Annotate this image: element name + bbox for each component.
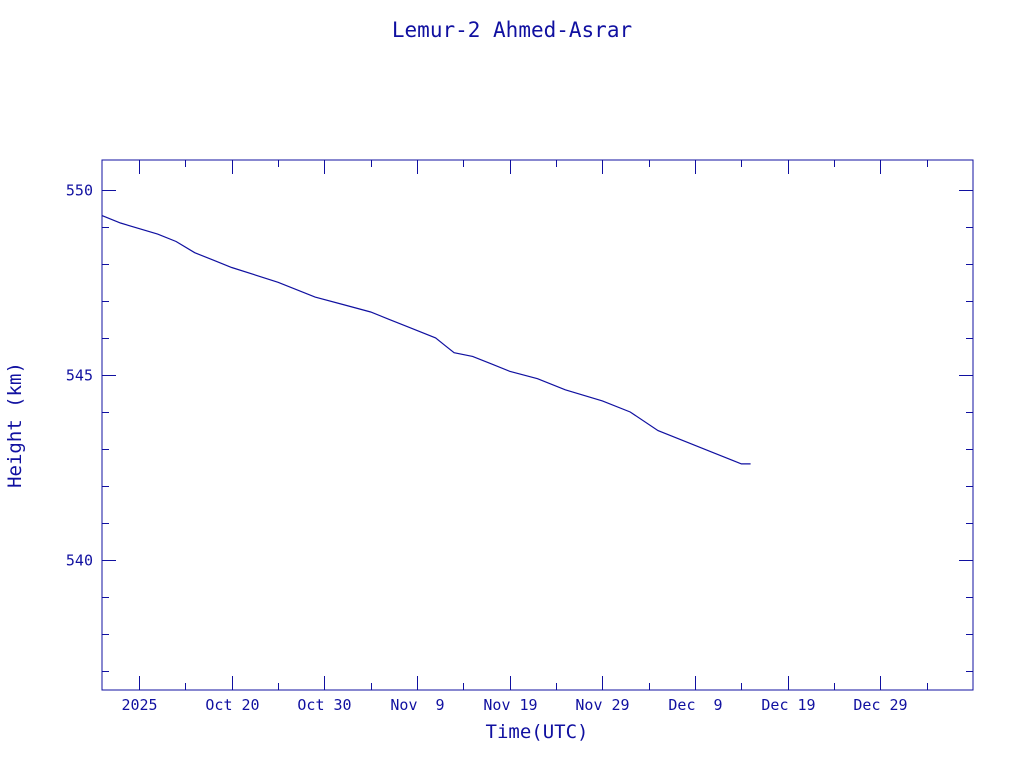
x-axis-label: Time(UTC) bbox=[486, 721, 589, 743]
y-tick-label: 550 bbox=[66, 182, 93, 200]
y-axis-ticks: 540 545 550 bbox=[66, 182, 973, 672]
plot-frame bbox=[101, 159, 974, 691]
x-tick-label: Oct 20 bbox=[205, 696, 259, 714]
height-series-line bbox=[101, 215, 751, 465]
x-tick-label: Oct 30 bbox=[297, 696, 351, 714]
y-tick-label: 540 bbox=[66, 552, 93, 570]
y-tick-label: 545 bbox=[66, 367, 93, 385]
chart-title: Lemur-2 Ahmed-Asrar bbox=[392, 18, 632, 42]
x-tick-label: Nov 19 bbox=[483, 696, 537, 714]
x-tick-label: Dec 19 bbox=[761, 696, 815, 714]
x-axis-ticks: 2025 Oct 20 Oct 30 Nov 9 Nov 19 Nov 29 Dec 9 De… bbox=[121, 160, 928, 714]
x-tick-label: Nov 9 bbox=[390, 696, 444, 714]
x-tick-label: Nov 29 bbox=[575, 696, 629, 714]
x-tick-label: 2025 bbox=[121, 696, 157, 714]
series-layer bbox=[101, 215, 751, 465]
y-axis-label: Height (km) bbox=[4, 362, 26, 488]
x-tick-label: Dec 29 bbox=[853, 696, 907, 714]
x-tick-label: Dec 9 bbox=[668, 696, 722, 714]
